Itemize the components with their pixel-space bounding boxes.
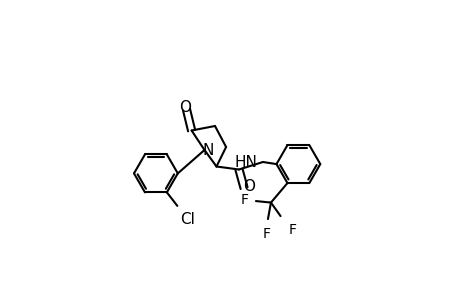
Text: F: F [288,223,296,237]
Text: N: N [202,143,213,158]
Text: Cl: Cl [179,212,194,227]
Text: F: F [262,227,270,242]
Text: O: O [243,179,255,194]
Text: HN: HN [234,155,257,170]
Text: O: O [179,100,190,116]
Text: F: F [240,193,248,207]
